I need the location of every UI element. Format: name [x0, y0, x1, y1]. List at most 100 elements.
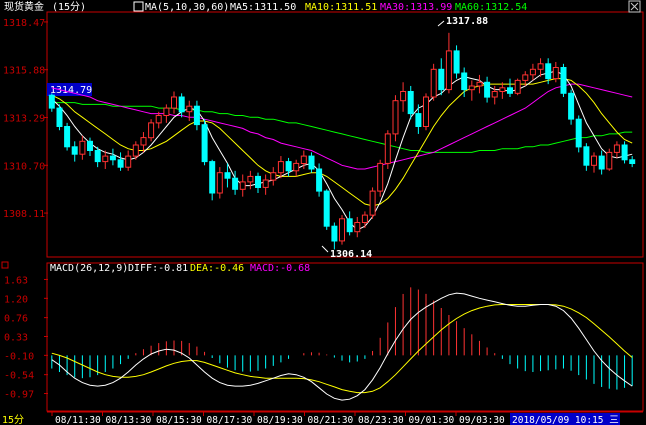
x-tick-label: 09/03:30: [459, 415, 505, 425]
candle: [613, 141, 620, 158]
candle: [514, 78, 521, 96]
candle: [331, 222, 338, 250]
ma5-line: [51, 70, 633, 231]
cursor-time-label: 2018/05/09 10:15 三: [512, 415, 619, 425]
candle: [209, 159, 216, 201]
candle-body: [346, 218, 353, 233]
macd-dea-line: [51, 304, 633, 394]
candle: [56, 104, 63, 131]
candle-body: [445, 50, 452, 91]
candle: [262, 174, 269, 195]
candle-body: [117, 159, 124, 168]
candle-body: [545, 63, 552, 80]
low-price-label: 1306.14: [330, 249, 372, 260]
period-tab[interactable]: [0, 414, 28, 425]
candle: [201, 119, 208, 166]
x-tick-label: 08/23:30: [358, 415, 404, 425]
candle: [193, 100, 200, 131]
candle-body: [193, 105, 200, 126]
candle: [109, 148, 116, 166]
candle: [163, 104, 170, 123]
candle-body: [499, 87, 506, 93]
candle-body: [186, 105, 193, 113]
candle-body: [354, 222, 361, 233]
macd-tick-label: 1.63: [4, 275, 28, 286]
candle: [575, 115, 582, 153]
candle-body: [377, 162, 384, 192]
candle: [453, 45, 460, 79]
price-tick-label: 1315.88: [3, 66, 45, 77]
candle-body: [48, 94, 55, 109]
candle: [468, 80, 475, 101]
candle-body: [415, 113, 422, 127]
candle-body: [270, 172, 277, 181]
x-tick-label: 08/15:30: [156, 415, 202, 425]
ma30-value: MA30:1313.99: [380, 2, 452, 13]
candle: [438, 58, 445, 96]
candle-body: [64, 126, 71, 148]
ma30-line: [51, 83, 633, 170]
candle: [117, 152, 124, 171]
candle-body: [209, 161, 216, 194]
candle: [64, 122, 71, 151]
candle-body: [293, 162, 300, 172]
candle: [94, 146, 101, 168]
candle-body: [224, 172, 231, 179]
candle-body: [79, 140, 86, 155]
candle-body: [522, 74, 529, 81]
candle: [476, 74, 483, 94]
candle-body: [552, 67, 559, 80]
candle-body: [514, 79, 521, 94]
x-tick-label: 08/13:30: [106, 415, 152, 425]
candle-body: [438, 68, 445, 91]
x-tick-label: 08/17:30: [207, 415, 253, 425]
candle-body: [308, 155, 315, 170]
candle-body: [507, 87, 513, 94]
candle-body: [201, 124, 208, 163]
candle: [537, 58, 544, 77]
candle-body: [255, 175, 261, 188]
candle-body: [453, 50, 460, 74]
candle: [171, 91, 177, 114]
candle: [285, 157, 292, 177]
period-tab-label[interactable]: 15分: [2, 414, 24, 425]
candle: [629, 156, 636, 168]
candle: [354, 216, 361, 238]
candle-body: [476, 81, 483, 87]
ma-selector-icon[interactable]: [133, 1, 144, 12]
current-price-value: 1314.79: [50, 85, 92, 96]
candle: [407, 85, 414, 120]
candle: [224, 163, 231, 188]
candle-body: [484, 81, 491, 98]
candle: [529, 63, 536, 81]
symbol-title: 现货黄金: [4, 0, 44, 13]
candle-body: [239, 181, 246, 190]
candle-body: [339, 218, 345, 242]
candle: [102, 150, 109, 169]
candle: [369, 187, 376, 219]
macd-tick-label: -0.54: [4, 371, 34, 382]
candle-body: [491, 91, 498, 98]
candle-body: [232, 177, 239, 190]
x-tick-label: 08/19:30: [257, 415, 303, 425]
candle: [178, 93, 185, 118]
candle: [384, 130, 391, 169]
candle-body: [323, 190, 330, 227]
ma60-line: [51, 102, 633, 153]
candle-body: [591, 155, 597, 166]
candle: [316, 163, 323, 197]
ma10-line: [51, 78, 633, 207]
candle-body: [407, 91, 414, 115]
macd-dea-value: DEA:-0.46: [190, 263, 244, 274]
ma5-value: MA5:1311.50: [230, 2, 296, 13]
candle: [499, 82, 506, 99]
candle-body: [125, 155, 132, 168]
close-icon[interactable]: [628, 0, 641, 13]
candle-body: [132, 144, 139, 157]
candle-body: [468, 85, 475, 91]
candle: [552, 61, 559, 83]
cursor-time-tag: [510, 413, 620, 425]
macd-toggle-icon[interactable]: [1, 261, 9, 269]
candle-body: [331, 225, 338, 242]
